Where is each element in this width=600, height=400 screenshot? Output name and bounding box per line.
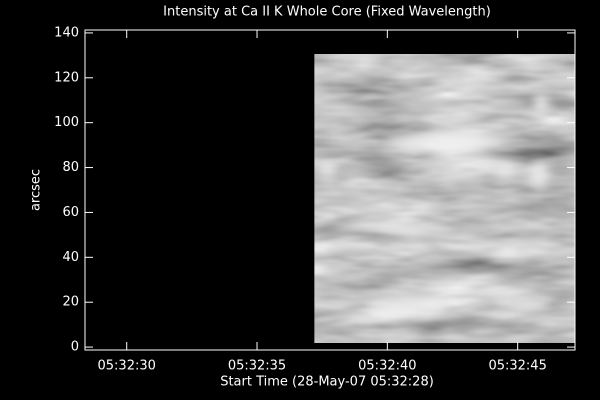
plot-frame — [84, 29, 576, 351]
highlight — [332, 219, 453, 236]
chart-title: Intensity at Ca II K Whole Core (Fixed W… — [163, 5, 491, 20]
y-axis-label: arcsec — [29, 169, 44, 211]
image-group — [314, 54, 575, 344]
x-tick-label: 05:32:30 — [98, 359, 156, 374]
image-highlights — [317, 93, 553, 316]
highlight — [496, 163, 513, 176]
x-tick-label: 05:32:45 — [488, 359, 546, 374]
highlight — [533, 93, 550, 114]
y-tick-label: 140 — [54, 25, 79, 40]
highlight — [365, 295, 446, 316]
y-tick-label: 20 — [62, 295, 79, 310]
y-tick-label: 0 — [71, 340, 79, 355]
x-axis-label: Start Time (28-May-07 05:32:28) — [220, 375, 434, 390]
highlight — [384, 132, 505, 149]
highlight — [528, 161, 549, 190]
y-tick-label: 60 — [62, 205, 79, 220]
y-tick-label: 80 — [62, 160, 79, 175]
y-tick-label: 100 — [54, 115, 79, 130]
y-tick-label: 120 — [54, 70, 79, 85]
highlight — [492, 294, 553, 311]
image — [314, 54, 575, 344]
x-tick-label: 05:32:40 — [358, 359, 416, 374]
x-tick-label: 05:32:35 — [228, 359, 286, 374]
highlight — [317, 161, 338, 178]
y-tick-label: 40 — [62, 250, 79, 265]
